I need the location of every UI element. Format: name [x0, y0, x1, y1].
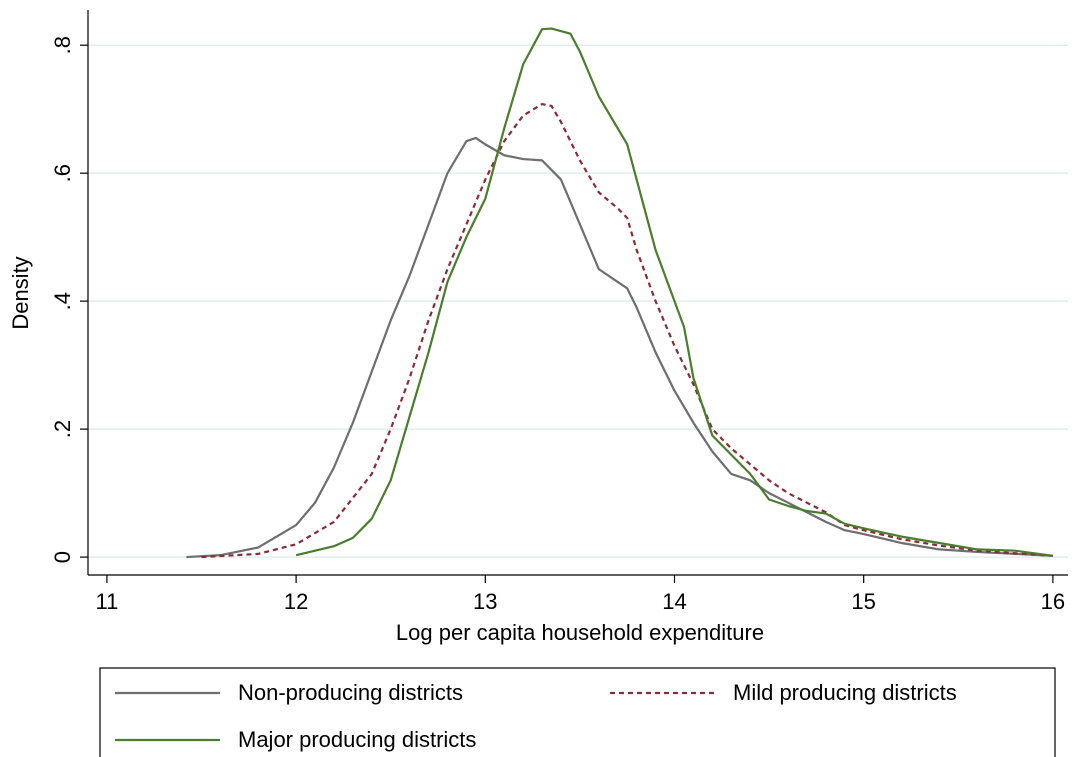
y-axis-title: Density — [8, 256, 33, 329]
y-tick-label: .2 — [50, 420, 75, 438]
legend-label: Non-producing districts — [238, 680, 463, 705]
x-axis-title: Log per capita household expenditure — [396, 620, 764, 645]
x-tick-label: 15 — [851, 589, 875, 614]
legend-label: Major producing districts — [238, 727, 476, 752]
x-tick-label: 16 — [1041, 589, 1065, 614]
series-line — [186, 136, 1053, 559]
series-line — [295, 27, 1054, 557]
x-tick-label: 11 — [95, 589, 118, 614]
y-tick-label: .6 — [50, 164, 75, 182]
legend-box — [99, 667, 1056, 757]
y-tick-label: 0 — [50, 551, 75, 563]
y-tick-label: .8 — [50, 36, 75, 54]
x-tick-label: 14 — [662, 589, 686, 614]
y-tick-label: .4 — [50, 292, 75, 310]
x-tick-label: 12 — [284, 589, 308, 614]
x-tick-label: 13 — [473, 589, 497, 614]
legend-label: Mild producing districts — [733, 680, 957, 705]
